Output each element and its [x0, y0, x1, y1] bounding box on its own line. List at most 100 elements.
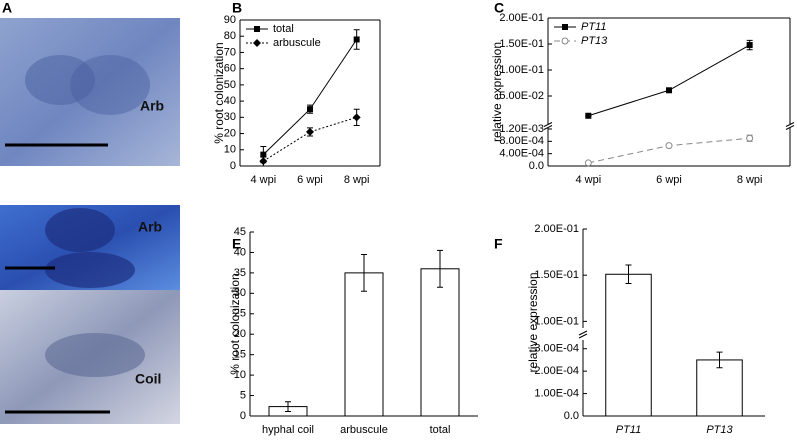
series-line [263, 116, 357, 162]
panel-letter: E [232, 236, 241, 252]
series-line [588, 44, 750, 117]
y-axis-title: relative expression [526, 272, 540, 372]
y-tick-label: 20 [234, 328, 246, 340]
y-tick-label: 40 [234, 246, 246, 258]
bar [420, 268, 460, 417]
marker [352, 113, 361, 122]
panel-letter: F [494, 236, 503, 252]
image-label: Coil [135, 371, 161, 387]
y-axis-title: % root colonization [228, 273, 242, 374]
x-tick-label: PT11 [616, 424, 641, 436]
marker [746, 134, 754, 142]
y-tick-label: 25 [234, 308, 246, 320]
marker [665, 142, 673, 150]
y-tick-label: 0 [240, 410, 246, 422]
cell-shape [45, 252, 135, 288]
marker [259, 157, 268, 166]
y-tick-label: 0.0 [529, 160, 544, 172]
y-tick-label: 30 [224, 111, 236, 123]
y-tick-label: 80 [224, 30, 236, 42]
axis-break [543, 122, 553, 130]
legend-marker [253, 39, 261, 47]
image-label: Arb [138, 219, 162, 235]
x-tick-label: hyphal coil [262, 424, 314, 436]
marker [353, 36, 360, 43]
cell-shape [45, 333, 145, 377]
error-bar [625, 264, 632, 285]
y-tick-label: 20 [224, 127, 236, 139]
y-tick-label: 1.00E-01 [499, 64, 544, 76]
legend-label: total [273, 23, 294, 35]
image-label: Arb [140, 98, 164, 114]
y-tick-label: 5 [240, 389, 246, 401]
legend-label: PT13 [581, 35, 608, 47]
legend-marker [562, 24, 568, 30]
legend-label: PT11 [581, 21, 606, 33]
error-bar [437, 249, 443, 288]
cell-shape [45, 208, 115, 252]
marker [584, 159, 592, 167]
cell-shape [70, 55, 150, 115]
marker [260, 151, 267, 158]
y-tick-label: 35 [234, 267, 246, 279]
y-tick-label: 90 [224, 14, 236, 26]
x-tick-label: PT13 [706, 424, 733, 436]
y-tick-label: 30 [234, 287, 246, 299]
y-tick-label: 8.00E-04 [499, 135, 544, 147]
x-tick-label: 8 wpi [344, 174, 370, 186]
y-tick-label: 40 [224, 95, 236, 107]
bar [696, 359, 743, 417]
marker [307, 106, 313, 113]
y-tick-label: 70 [224, 46, 236, 58]
y-tick-label: 1.50E-01 [499, 38, 544, 50]
error-bar [716, 351, 723, 369]
y-tick-label: 50 [224, 79, 236, 91]
error-bar [285, 401, 291, 413]
y-tick-label: 2.00E-04 [534, 365, 579, 377]
y-tick-label: 10 [224, 144, 236, 156]
y-tick-label: 0 [230, 160, 236, 172]
x-tick-label: total [430, 424, 451, 436]
y-tick-label: 3.00E-04 [534, 343, 579, 355]
y-tick-label: 0.0 [564, 410, 579, 422]
marker [585, 112, 592, 119]
marker [306, 127, 314, 136]
y-axis-title: % root colonization [212, 42, 226, 143]
legend-marker [561, 37, 569, 45]
marker [746, 42, 753, 49]
axis-break [578, 330, 588, 339]
x-tick-label: 6 wpi [297, 174, 323, 186]
x-tick-label: 8 wpi [737, 174, 763, 186]
bar [344, 272, 384, 417]
x-tick-label: 6 wpi [656, 174, 682, 186]
x-tick-label: arbuscule [340, 424, 388, 436]
legend-marker [254, 26, 260, 32]
y-tick-label: 1.00E-01 [534, 315, 579, 327]
legend-label: arbuscule [273, 37, 321, 49]
marker [666, 87, 672, 94]
y-tick-label: 15 [234, 349, 246, 361]
y-tick-label: 45 [234, 226, 246, 238]
series-line [588, 137, 750, 164]
x-tick-label: 4 wpi [575, 174, 601, 186]
series-line [262, 39, 358, 156]
y-tick-label: 10 [234, 369, 246, 381]
panel-letter: B [232, 0, 242, 16]
y-axis-title: relative expression [490, 42, 504, 142]
y-tick-label: 4.00E-04 [499, 148, 544, 160]
panel-letter: C [494, 0, 504, 16]
y-tick-label: 1.20E-03 [499, 123, 544, 135]
error-bar [361, 253, 367, 292]
y-tick-label: 1.00E-04 [534, 387, 579, 399]
bar [605, 273, 652, 417]
y-tick-label: 2.00E-01 [534, 223, 579, 235]
y-tick-label: 60 [224, 63, 236, 75]
cell-shape [25, 55, 95, 105]
x-tick-label: 4 wpi [250, 174, 276, 186]
y-tick-label: 5.00E-02 [499, 90, 544, 102]
y-tick-label: 1.50E-01 [534, 269, 579, 281]
y-tick-label: 2.00E-01 [499, 12, 544, 24]
panel-letter: A [2, 0, 12, 16]
